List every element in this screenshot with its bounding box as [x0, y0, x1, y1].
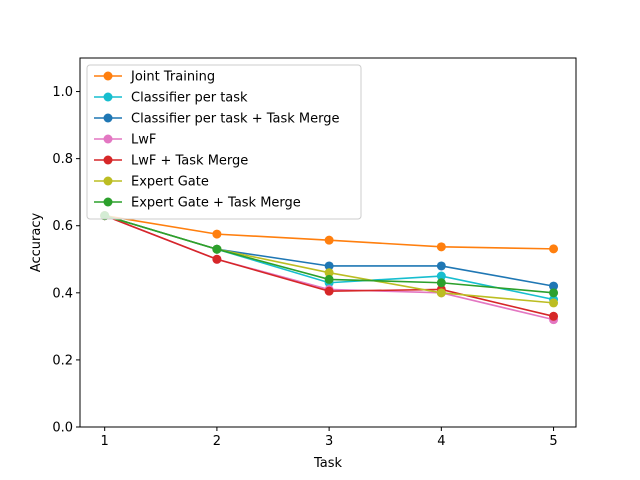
data-point [437, 278, 446, 287]
x-tick-label: 4 [437, 434, 445, 449]
x-tick-label: 5 [549, 434, 557, 449]
legend-label: Joint Training [130, 70, 215, 85]
y-tick-label: 0.4 [52, 286, 73, 301]
x-tick-label: 3 [325, 434, 333, 449]
legend-swatch-marker [104, 156, 113, 165]
legend: Joint Training Classifier per task Classif… [87, 65, 361, 219]
legend-label: Expert Gate + Task Merge [131, 196, 301, 211]
legend-label: Classifier per task [131, 91, 248, 106]
data-point [325, 287, 334, 296]
legend-swatch-marker [104, 135, 113, 144]
legend-swatch-marker [104, 93, 113, 102]
x-axis-label: Task [313, 456, 343, 471]
data-point [437, 288, 446, 297]
y-tick-label: 1.0 [52, 85, 73, 100]
data-point [212, 245, 221, 254]
data-point [549, 298, 558, 307]
legend-label: Expert Gate [131, 175, 209, 190]
legend-label: LwF + Task Merge [131, 154, 248, 169]
legend-swatch-marker [104, 177, 113, 186]
data-point [437, 242, 446, 251]
x-tick-label: 2 [213, 434, 221, 449]
data-point [212, 230, 221, 239]
legend-item: Classifier per task + Task Merge [94, 112, 340, 127]
data-point [437, 261, 446, 270]
legend-label: LwF [131, 133, 156, 148]
y-axis-label: Accuracy [29, 213, 44, 273]
data-point [325, 275, 334, 284]
data-point [549, 312, 558, 321]
y-tick-label: 0.0 [52, 421, 73, 436]
legend-swatch-marker [104, 198, 113, 207]
data-point [549, 288, 558, 297]
y-tick-label: 0.6 [52, 219, 73, 234]
legend-swatch-marker [104, 72, 113, 81]
legend-label: Classifier per task + Task Merge [131, 112, 340, 127]
data-point [212, 255, 221, 264]
y-tick-label: 0.2 [52, 353, 73, 368]
legend-swatch-marker [104, 114, 113, 123]
data-point [549, 244, 558, 253]
y-tick-label: 0.8 [52, 152, 73, 167]
x-tick-label: 1 [101, 434, 109, 449]
data-point [325, 236, 334, 245]
